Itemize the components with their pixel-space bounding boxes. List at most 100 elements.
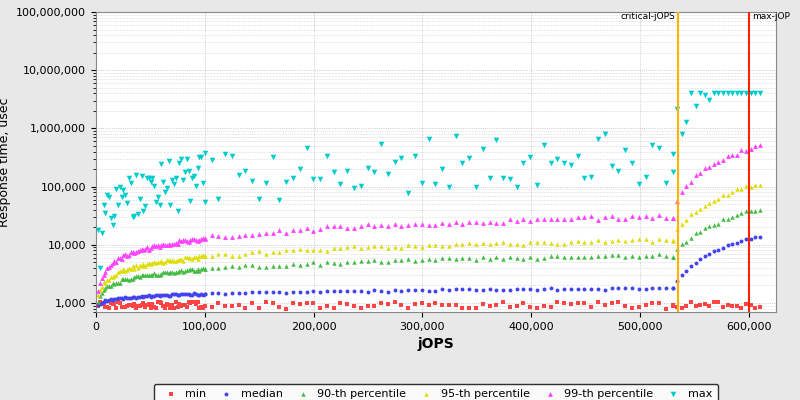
95-th percentile: [680, 216, 693, 223]
min: [166, 302, 178, 308]
median: [148, 293, 161, 300]
90-th percentile: [191, 266, 204, 272]
min: [92, 303, 105, 309]
99-th percentile: [94, 279, 106, 286]
median: [659, 285, 672, 292]
99-th percentile: [182, 239, 195, 245]
95-th percentile: [530, 239, 543, 246]
95-th percentile: [148, 259, 161, 266]
min: [450, 302, 462, 309]
99-th percentile: [141, 244, 154, 250]
95-th percentile: [374, 243, 387, 249]
median: [524, 286, 537, 293]
95-th percentile: [717, 192, 730, 198]
min: [280, 305, 293, 312]
90-th percentile: [382, 259, 394, 265]
95-th percentile: [571, 238, 584, 245]
90-th percentile: [409, 257, 422, 264]
95-th percentile: [114, 268, 126, 274]
median: [456, 286, 469, 292]
95-th percentile: [253, 248, 266, 254]
max: [571, 153, 584, 159]
95-th percentile: [135, 262, 148, 269]
median: [162, 292, 175, 299]
max: [626, 160, 638, 166]
min: [415, 300, 428, 306]
max: [232, 172, 245, 178]
99-th percentile: [666, 214, 679, 221]
min: [226, 303, 238, 310]
max: [530, 182, 543, 188]
min: [198, 302, 211, 309]
95-th percentile: [171, 257, 184, 263]
min: [632, 304, 645, 310]
95-th percentile: [450, 241, 462, 247]
max: [151, 193, 164, 200]
99-th percentile: [144, 245, 157, 252]
90-th percentile: [726, 214, 738, 221]
max: [177, 176, 190, 183]
95-th percentile: [395, 244, 408, 251]
median: [164, 292, 177, 299]
max: [134, 195, 146, 202]
min: [726, 303, 738, 310]
min: [675, 304, 688, 311]
Text: critical-jOPS: critical-jOPS: [620, 12, 675, 21]
99-th percentile: [273, 226, 286, 233]
max: [137, 208, 150, 214]
max: [124, 180, 137, 186]
min: [354, 305, 367, 311]
90-th percentile: [92, 299, 105, 305]
min: [571, 299, 584, 306]
min: [671, 304, 684, 310]
max: [666, 151, 679, 158]
median: [618, 285, 631, 292]
max: [503, 176, 516, 182]
99-th percentile: [395, 223, 408, 229]
max: [341, 168, 354, 174]
99-th percentile: [717, 157, 730, 163]
median: [95, 300, 108, 307]
90-th percentile: [154, 272, 166, 278]
99-th percentile: [166, 240, 178, 247]
min: [524, 304, 537, 310]
max: [102, 194, 115, 200]
max: [266, 153, 279, 160]
90-th percentile: [151, 272, 164, 278]
90-th percentile: [135, 272, 148, 278]
90-th percentile: [551, 253, 564, 259]
max: [354, 182, 367, 189]
min: [606, 300, 618, 306]
95-th percentile: [666, 237, 679, 243]
min: [157, 303, 170, 310]
min: [97, 301, 110, 308]
median: [680, 268, 693, 274]
95-th percentile: [754, 182, 766, 188]
99-th percentile: [626, 213, 638, 220]
median: [180, 290, 193, 297]
99-th percentile: [142, 246, 155, 253]
min: [112, 299, 125, 305]
max: [321, 153, 334, 160]
max: [141, 175, 154, 182]
99-th percentile: [154, 244, 166, 250]
99-th percentile: [266, 230, 279, 236]
90-th percentile: [273, 263, 286, 270]
99-th percentile: [150, 243, 162, 249]
min: [334, 299, 347, 306]
median: [368, 287, 381, 294]
median: [198, 290, 211, 297]
99-th percentile: [193, 236, 206, 243]
median: [99, 297, 112, 304]
min: [314, 305, 326, 311]
95-th percentile: [94, 287, 106, 293]
max: [578, 175, 591, 182]
99-th percentile: [280, 229, 293, 236]
95-th percentile: [180, 254, 193, 260]
min: [368, 303, 381, 309]
99-th percentile: [354, 222, 367, 229]
90-th percentile: [112, 280, 125, 286]
95-th percentile: [95, 284, 108, 290]
90-th percentile: [197, 264, 210, 271]
median: [110, 296, 122, 302]
